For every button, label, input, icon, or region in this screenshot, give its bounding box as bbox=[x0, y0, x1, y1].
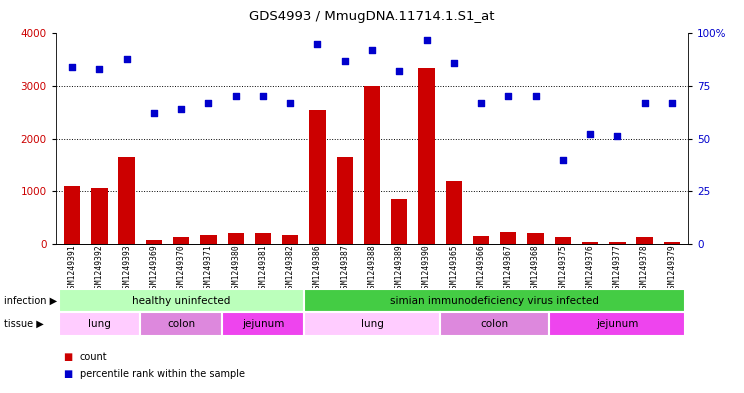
Text: simian immunodeficiency virus infected: simian immunodeficiency virus infected bbox=[390, 296, 599, 306]
Bar bbox=[59, 289, 304, 312]
Point bbox=[94, 66, 106, 72]
Point bbox=[638, 100, 650, 106]
Point bbox=[121, 55, 132, 62]
Bar bbox=[222, 312, 304, 336]
Bar bbox=[500, 232, 516, 244]
Text: percentile rank within the sample: percentile rank within the sample bbox=[80, 369, 245, 379]
Bar bbox=[254, 233, 271, 244]
Bar bbox=[582, 242, 598, 244]
Point bbox=[420, 37, 432, 43]
Bar bbox=[473, 236, 490, 244]
Text: jejunum: jejunum bbox=[596, 319, 638, 329]
Point bbox=[475, 100, 487, 106]
Text: lung: lung bbox=[88, 319, 111, 329]
Bar bbox=[118, 157, 135, 244]
Bar bbox=[304, 289, 685, 312]
Point bbox=[530, 93, 542, 99]
Bar bbox=[228, 233, 244, 244]
Point bbox=[366, 47, 378, 53]
Text: GSM1249392: GSM1249392 bbox=[95, 244, 104, 293]
Point bbox=[257, 93, 269, 99]
Text: GSM1249375: GSM1249375 bbox=[558, 244, 568, 293]
Bar bbox=[310, 110, 326, 244]
Text: GSM1249369: GSM1249369 bbox=[150, 244, 158, 293]
Text: GSM1249388: GSM1249388 bbox=[368, 244, 376, 293]
Point bbox=[394, 68, 405, 74]
Text: count: count bbox=[80, 352, 107, 362]
Bar bbox=[282, 235, 298, 244]
Text: GSM1249391: GSM1249391 bbox=[68, 244, 77, 293]
Bar bbox=[64, 186, 80, 244]
Text: GSM1249365: GSM1249365 bbox=[449, 244, 458, 293]
Text: GSM1249376: GSM1249376 bbox=[586, 244, 594, 293]
Point bbox=[557, 156, 568, 163]
Text: tissue ▶: tissue ▶ bbox=[4, 319, 43, 329]
Bar bbox=[418, 68, 434, 244]
Bar bbox=[304, 312, 440, 336]
Text: GSM1249367: GSM1249367 bbox=[504, 244, 513, 293]
Bar bbox=[446, 180, 462, 244]
Text: GSM1249389: GSM1249389 bbox=[395, 244, 404, 293]
Text: GSM1249387: GSM1249387 bbox=[340, 244, 349, 293]
Text: lung: lung bbox=[361, 319, 383, 329]
Point bbox=[284, 100, 296, 106]
Point bbox=[584, 131, 596, 138]
Text: GSM1249380: GSM1249380 bbox=[231, 244, 240, 293]
Bar bbox=[527, 233, 544, 244]
Bar bbox=[336, 157, 353, 244]
Text: GSM1249393: GSM1249393 bbox=[122, 244, 131, 293]
Text: GSM1249368: GSM1249368 bbox=[531, 244, 540, 293]
Bar bbox=[636, 237, 652, 244]
Point bbox=[339, 58, 350, 64]
Text: GSM1249390: GSM1249390 bbox=[422, 244, 431, 293]
Text: GSM1249386: GSM1249386 bbox=[313, 244, 322, 293]
Point bbox=[148, 110, 160, 116]
Point bbox=[612, 133, 623, 140]
Bar bbox=[200, 235, 217, 244]
Text: GSM1249366: GSM1249366 bbox=[477, 244, 486, 293]
Bar bbox=[364, 86, 380, 244]
Bar bbox=[664, 242, 680, 244]
Text: colon: colon bbox=[481, 319, 509, 329]
Text: GSM1249381: GSM1249381 bbox=[258, 244, 267, 293]
Text: jejunum: jejunum bbox=[242, 319, 284, 329]
Point bbox=[666, 100, 678, 106]
Text: healthy uninfected: healthy uninfected bbox=[132, 296, 231, 306]
Point bbox=[230, 93, 242, 99]
Bar bbox=[59, 312, 141, 336]
Point bbox=[66, 64, 78, 70]
Text: GSM1249378: GSM1249378 bbox=[640, 244, 649, 293]
Point bbox=[202, 100, 214, 106]
Text: GSM1249371: GSM1249371 bbox=[204, 244, 213, 293]
Text: colon: colon bbox=[167, 319, 195, 329]
Point bbox=[448, 60, 460, 66]
Text: ■: ■ bbox=[63, 369, 72, 379]
Text: ■: ■ bbox=[63, 352, 72, 362]
Text: GSM1249382: GSM1249382 bbox=[286, 244, 295, 293]
Text: GSM1249379: GSM1249379 bbox=[667, 244, 676, 293]
Bar bbox=[609, 242, 626, 244]
Bar bbox=[440, 312, 549, 336]
Point bbox=[502, 93, 514, 99]
Bar bbox=[549, 312, 685, 336]
Bar bbox=[141, 312, 222, 336]
Bar bbox=[554, 237, 571, 244]
Bar bbox=[173, 237, 190, 244]
Bar bbox=[391, 199, 408, 244]
Bar bbox=[146, 240, 162, 244]
Text: GSM1249377: GSM1249377 bbox=[613, 244, 622, 293]
Text: infection ▶: infection ▶ bbox=[4, 296, 57, 306]
Point bbox=[176, 106, 187, 112]
Bar bbox=[92, 189, 108, 244]
Point bbox=[312, 41, 324, 47]
Text: GDS4993 / MmugDNA.11714.1.S1_at: GDS4993 / MmugDNA.11714.1.S1_at bbox=[249, 10, 495, 23]
Text: GSM1249370: GSM1249370 bbox=[176, 244, 186, 293]
